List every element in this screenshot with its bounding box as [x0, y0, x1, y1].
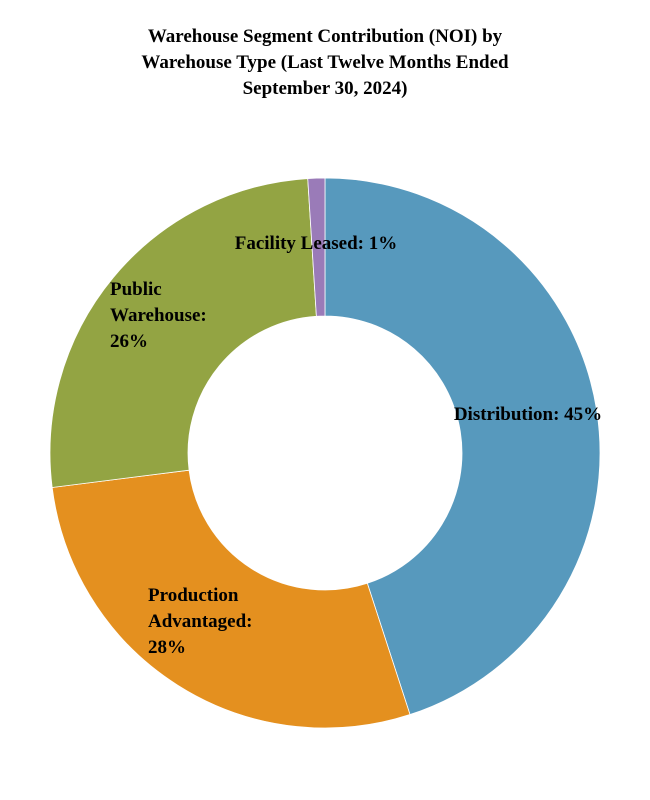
label-production-advantaged: Production Advantaged: 28%: [148, 585, 253, 658]
label-facility-leased: Facility Leased: 1%: [235, 233, 398, 254]
chart-title: Warehouse Segment Contribution (NOI) by …: [0, 24, 650, 102]
chart-title-line-3: September 30, 2024): [242, 78, 408, 99]
slice-production-advantaged: [51, 469, 411, 729]
slice-public-warehouse: [49, 178, 317, 488]
chart-title-line-1: Warehouse Segment Contribution (NOI) by: [147, 26, 503, 47]
slice-facility-leased: [307, 177, 326, 317]
label-distribution: Distribution: 45%: [454, 404, 602, 425]
slice-distribution: [324, 177, 601, 716]
chart-title-line-2: Warehouse Type (Last Twelve Months Ended: [141, 52, 509, 73]
label-public-warehouse: Public Warehouse: 26%: [110, 279, 207, 352]
